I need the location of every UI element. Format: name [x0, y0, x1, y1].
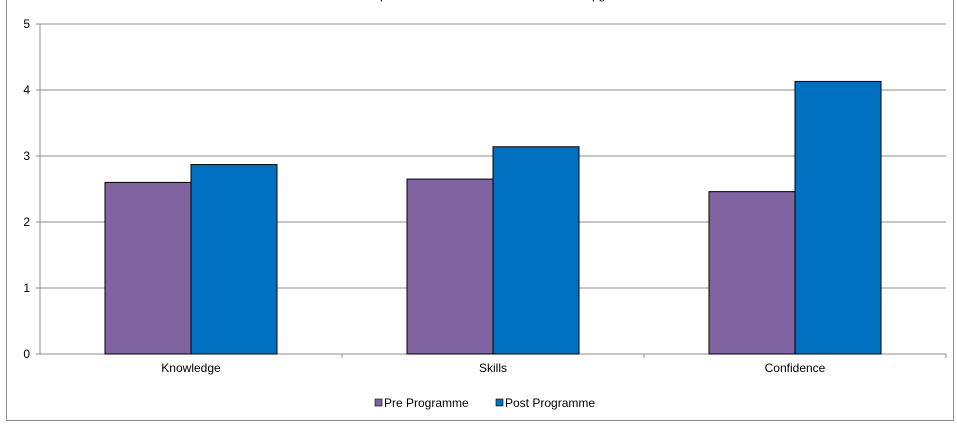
- title-fragment: pg: [592, 0, 605, 2]
- y-tick-labels: 0 1 2 3 4 5: [23, 17, 30, 361]
- legend-swatch-post: [495, 398, 504, 407]
- legend-label-post: Post Programme: [505, 396, 595, 410]
- y-tick-label: 0: [23, 347, 30, 361]
- bar-pre-knowledge: [104, 181, 192, 355]
- x-category-labels: Knowledge Skills Confidence: [161, 361, 825, 375]
- legend-label-pre: Pre Programme: [384, 396, 469, 410]
- x-category-label: Knowledge: [161, 361, 221, 375]
- legend-swatch-pre: [374, 398, 383, 407]
- y-tick-label: 5: [23, 17, 30, 31]
- bar-pre-skills: [406, 178, 494, 355]
- x-category-label: Confidence: [765, 361, 826, 375]
- legend: Pre Programme Post Programme: [374, 396, 595, 410]
- y-tick-label: 4: [23, 83, 30, 97]
- bar-post-knowledge: [190, 164, 278, 355]
- chart-title: p pg: [380, 0, 605, 2]
- title-fragment: p: [380, 0, 387, 2]
- y-tick-label: 2: [23, 215, 30, 229]
- bar-post-confidence: [794, 80, 882, 355]
- y-tick-label: 3: [23, 149, 30, 163]
- bars: [104, 80, 882, 355]
- x-category-label: Skills: [479, 361, 507, 375]
- bar-pre-confidence: [708, 191, 796, 355]
- y-tick-label: 1: [23, 281, 30, 295]
- bar-post-skills: [492, 146, 580, 355]
